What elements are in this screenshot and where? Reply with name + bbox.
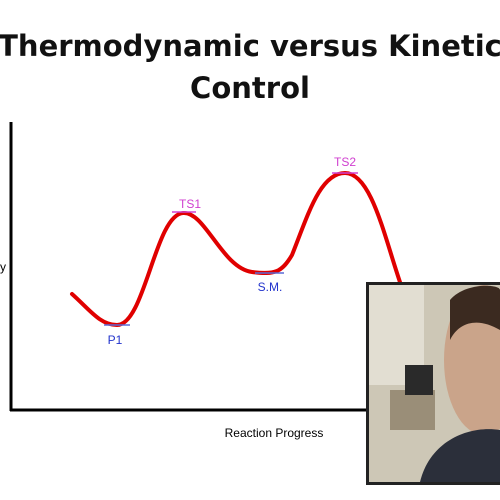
point-label: TS2 [334,155,356,169]
webcam-object [390,390,435,430]
webcam-hair [450,285,500,340]
y-axis-label: y [0,260,6,274]
x-axis-label: Reaction Progress [225,426,324,440]
webcam-inset [366,282,500,485]
point-label: S.M. [258,280,283,294]
energy-curve [70,170,404,328]
point-label: TS1 [179,197,201,211]
point-label: P1 [108,333,123,347]
title-line: Control [190,71,310,105]
title-line: Thermodynamic versus Kinetic [0,29,500,63]
webcam-object [405,365,433,395]
webcam-shirt [420,429,500,482]
